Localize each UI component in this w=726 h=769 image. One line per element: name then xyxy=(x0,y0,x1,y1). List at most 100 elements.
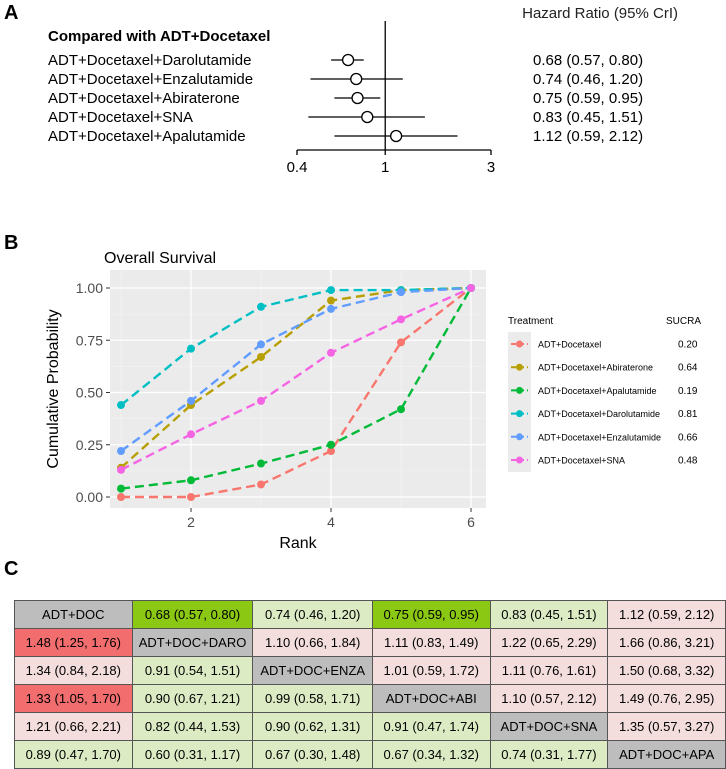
forest-row-label: ADT+Docetaxel+Darolutamide xyxy=(48,52,251,69)
legend-sucra-value: 0.81 xyxy=(678,409,698,420)
legend-sucra-value: 0.48 xyxy=(678,456,698,467)
legend-sucra-value: 0.64 xyxy=(678,363,698,374)
legend-entry: ADT+Docetaxel+Darolutamide xyxy=(538,409,660,419)
league-table-cell: 0.90 (0.67, 1.21) xyxy=(131,684,254,713)
panel-label-c: C xyxy=(4,558,19,580)
league-table-cell: 1.22 (0.65, 2.29) xyxy=(489,628,609,657)
series-point xyxy=(257,340,265,349)
y-tick-label: 1.00 xyxy=(76,280,103,296)
forest-point xyxy=(350,72,363,86)
series-point xyxy=(187,344,195,353)
league-table-cell: 0.90 (0.62, 1.31) xyxy=(252,712,373,741)
league-table-cell: 1.10 (0.66, 1.84) xyxy=(252,628,373,657)
y-tick-label: 0.00 xyxy=(76,489,103,505)
forest-x-tick-label: 3 xyxy=(487,159,495,176)
legend-entry: ADT+Docetaxel+Abiraterone xyxy=(538,363,653,373)
league-table-cell: 0.91 (0.54, 1.51) xyxy=(131,656,254,685)
forest-row-estimate: 0.83 (0.45, 1.51) xyxy=(533,109,643,126)
rank-probability-chart: Overall Survival 0.00 0.25 0.50 0.75 1.00 2 4 6 R… xyxy=(45,250,701,552)
league-table-cell: 1.50 (0.68, 3.32) xyxy=(607,656,726,685)
league-table-cell: 1.33 (1.05, 1.70) xyxy=(14,684,133,713)
league-table-row: 1.33 (1.05, 1.70) 0.90 (0.67, 1.21) 0.99 (… xyxy=(14,684,726,713)
league-table-treatment-cell: ADT+DOC+ENZA xyxy=(252,656,373,685)
panel-label-a: A xyxy=(4,2,19,24)
panel-label-b: B xyxy=(4,232,19,254)
league-table-row: 1.48 (1.25, 1.76) ADT+DOC+DARO 1.10 (0.66,… xyxy=(14,628,726,657)
forest-row-label: ADT+Docetaxel+SNA xyxy=(48,109,193,126)
series-point xyxy=(327,348,335,357)
series-point xyxy=(257,302,265,311)
league-table-treatment-cell: ADT+DOC+ABI xyxy=(371,684,491,713)
forest-row-estimate: 0.74 (0.46, 1.20) xyxy=(533,71,643,88)
chart-title: Overall Survival xyxy=(104,250,216,267)
series-point xyxy=(397,288,405,297)
league-table-cell: 0.89 (0.47, 1.70) xyxy=(14,740,133,769)
league-table-cell: 1.49 (0.76, 2.95) xyxy=(607,684,726,713)
league-table-treatment-cell: ADT+DOC+SNA xyxy=(489,712,609,741)
forest-row-estimate: 0.68 (0.57, 0.80) xyxy=(533,52,643,69)
series-point xyxy=(117,401,125,410)
league-table-row: ADT+DOC 0.68 (0.57, 0.80) 0.74 (0.46, 1.20… xyxy=(14,600,726,629)
league-table-cell: 1.66 (0.86, 3.21) xyxy=(607,628,726,657)
league-table-row: 1.34 (0.84, 2.18) 0.91 (0.54, 1.51) ADT+DO… xyxy=(14,656,726,685)
league-table-cell: 1.21 (0.66, 2.21) xyxy=(14,712,133,741)
series-point xyxy=(187,396,195,405)
series-point xyxy=(117,465,125,474)
series-point xyxy=(117,447,125,456)
forest-point xyxy=(361,110,374,124)
forest-row-label: ADT+Docetaxel+Enzalutamide xyxy=(48,71,253,88)
league-table-cell: 1.35 (0.57, 3.27) xyxy=(607,712,726,741)
series-point xyxy=(187,493,195,501)
legend-entry: ADT+Docetaxel+SNA xyxy=(538,456,625,466)
legend-title: Treatment xyxy=(508,316,553,327)
series-point xyxy=(187,430,195,439)
forest-row-estimate: 1.12 (0.59, 2.12) xyxy=(533,128,643,145)
y-tick-label: 0.75 xyxy=(76,332,103,348)
forest-title: Hazard Ratio (95% CrI) xyxy=(522,5,678,22)
league-table-cell: 1.11 (0.76, 1.61) xyxy=(489,656,609,685)
league-table-cell: 0.82 (0.44, 1.53) xyxy=(131,712,254,741)
series-point xyxy=(187,476,195,485)
forest-row-label: ADT+Docetaxel+Apalutamide xyxy=(48,128,246,145)
league-table-treatment-cell: ADT+DOC+DARO xyxy=(131,628,254,657)
series-line xyxy=(120,286,472,471)
league-table-cell: 1.01 (0.59, 1.72) xyxy=(371,656,491,685)
league-table-cell: 1.10 (0.57, 2.12) xyxy=(489,684,609,713)
legend-key-point xyxy=(516,363,523,371)
series-point xyxy=(257,352,265,361)
series-line xyxy=(120,286,472,406)
series-line xyxy=(120,286,472,452)
x-tick-label: 4 xyxy=(327,514,335,530)
forest-x-tick-label: 1 xyxy=(381,159,389,176)
league-table-cell: 0.91 (0.47, 1.74) xyxy=(371,712,491,741)
forest-row-label: ADT+Docetaxel+Abiraterone xyxy=(48,90,240,107)
legend-key-point xyxy=(516,433,523,441)
series-point xyxy=(397,315,405,324)
forest-x-tick-label: 0.4 xyxy=(287,159,308,176)
forest-plot: Hazard Ratio (95% CrI) Compared with ADT+… xyxy=(48,5,678,176)
legend-key-background xyxy=(508,332,531,472)
series-point xyxy=(327,447,335,456)
legend-sucra-value: 0.20 xyxy=(678,340,698,351)
forest-point xyxy=(351,91,364,105)
series-point xyxy=(467,284,475,292)
series-point xyxy=(327,440,335,449)
league-table-cell: 0.68 (0.57, 0.80) xyxy=(131,600,254,629)
legend-key-point xyxy=(516,386,523,394)
forest-point xyxy=(341,53,355,67)
league-table-row: 1.21 (0.66, 2.21) 0.82 (0.44, 1.53) 0.90 (… xyxy=(14,712,726,741)
league-table-cell: 0.75 (0.59, 0.95) xyxy=(371,600,491,629)
legend-sucra-value: 0.19 xyxy=(678,386,698,397)
league-table-cell: 1.11 (0.83, 1.49) xyxy=(371,628,491,657)
legend-entry: ADT+Docetaxel+Enzalutamide xyxy=(538,432,661,442)
league-table-cell: 1.34 (0.84, 2.18) xyxy=(14,656,133,685)
y-tick-label: 0.25 xyxy=(76,437,103,453)
y-tick-label: 0.50 xyxy=(76,385,103,401)
series-line xyxy=(120,287,473,490)
series-line xyxy=(121,287,472,499)
legend-key-point xyxy=(516,340,523,348)
league-table-cell: 0.99 (0.58, 1.71) xyxy=(252,684,373,713)
series-point xyxy=(397,338,405,347)
forest-point xyxy=(389,129,403,143)
league-table-treatment-cell: ADT+DOC xyxy=(14,600,133,629)
